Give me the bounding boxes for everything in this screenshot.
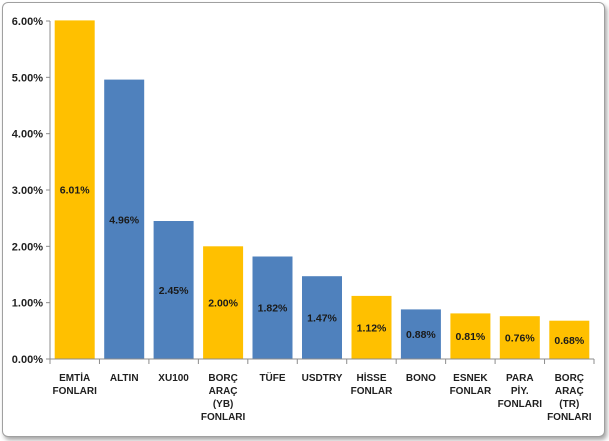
data-label: 1.82% (258, 303, 288, 315)
data-label: 0.81% (456, 331, 486, 343)
y-tick-label: 6.00% (12, 16, 43, 28)
x-category-label-line: HİSSE (356, 371, 386, 384)
x-category-label: ESNEK FONLAR (450, 373, 492, 397)
bar (104, 79, 145, 359)
x-category-label-line: (TR) (559, 399, 579, 410)
x-category-label-line: XU100 (158, 373, 189, 384)
x-category-label: XU100 (158, 373, 189, 384)
x-category-label: HİSSE FONLAR (351, 371, 393, 397)
y-tick-label: 3.00% (12, 185, 43, 197)
data-label: 6.01% (60, 185, 90, 197)
x-category-label-line: FONLARI (498, 399, 543, 410)
x-category-label-line: FONLAR (351, 386, 393, 397)
bar (351, 295, 392, 359)
y-tick-label: 2.00% (12, 241, 43, 253)
x-category-label: USDTRY (302, 373, 343, 384)
x-category-label: BORÇ ARAÇ (YB) FONLARI (201, 373, 246, 423)
data-label: 2.45% (159, 285, 189, 297)
bar (153, 221, 194, 359)
x-category-label-line: ARAÇ (209, 386, 238, 397)
bar (302, 276, 342, 359)
y-tick-label: 5.00% (12, 72, 43, 84)
bar (549, 320, 590, 359)
x-category-label: TÜFE (259, 371, 285, 384)
x-category-label-line: USDTRY (302, 373, 343, 384)
bar (499, 316, 540, 359)
data-label: 2.00% (208, 298, 238, 310)
x-category-label-line: PARA (506, 373, 534, 384)
x-category-label-line: (YB) (213, 399, 234, 410)
y-tick-label: 4.00% (12, 129, 43, 141)
x-category-label-line: FONLARI (547, 412, 592, 423)
y-tick-label: 1.00% (12, 298, 43, 310)
data-label: 0.68% (554, 335, 584, 347)
x-category-label-line: BONO (406, 373, 436, 384)
x-category-label-line: ALTIN (110, 373, 139, 384)
x-category-label: EMTİA FONLARI (52, 371, 97, 397)
bar (450, 313, 491, 359)
data-label: 0.88% (406, 329, 436, 341)
x-category-label-line: PİY. (511, 384, 529, 397)
bar (54, 20, 95, 360)
x-category-label-line: TÜFE (259, 371, 285, 384)
x-category-label: ALTIN (110, 373, 139, 384)
x-category-label-line: ARAÇ (555, 386, 584, 397)
y-tick-label: 0.00% (12, 354, 43, 366)
data-label: 0.76% (505, 333, 535, 345)
x-category-label-line: BORÇ (555, 373, 584, 384)
x-category-label: BORÇ ARAÇ (TR) FONLARI (547, 373, 592, 423)
x-category-label-line: BORÇ (208, 373, 237, 384)
x-category-label: PARA PİY. FONLARI (498, 373, 543, 410)
data-label: 1.12% (357, 323, 387, 335)
x-category-label-line: FONLARI (201, 412, 246, 423)
x-category-label-line: ESNEK (453, 373, 488, 384)
bar (203, 246, 244, 359)
x-category-label-line: FONLAR (450, 386, 492, 397)
data-label: 4.96% (109, 214, 139, 226)
bar (400, 309, 441, 359)
bar (252, 256, 293, 359)
x-category-label: BONO (406, 373, 436, 384)
x-category-label-line: FONLARI (52, 386, 97, 397)
chart-frame (2, 2, 605, 437)
data-label: 1.47% (307, 313, 337, 325)
x-category-label-line: EMTİA (59, 371, 90, 384)
